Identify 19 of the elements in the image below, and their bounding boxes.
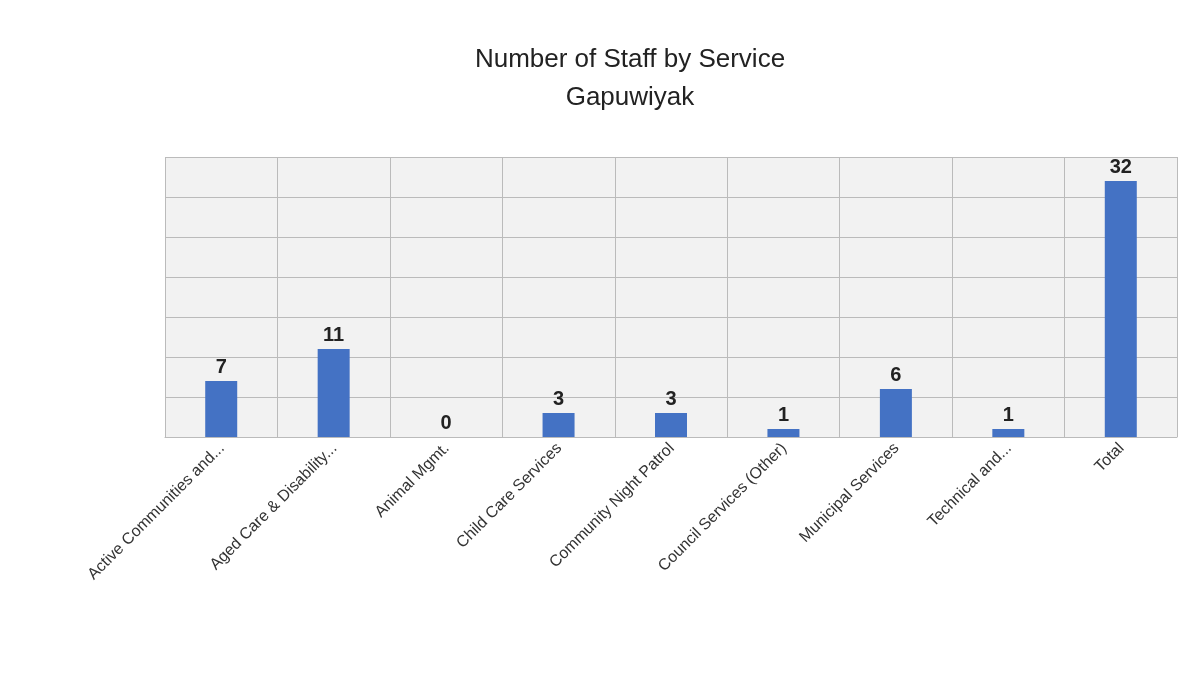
bar: [879, 389, 912, 437]
bar: [542, 413, 575, 437]
bar: [1104, 181, 1137, 437]
data-label: 3: [552, 387, 565, 409]
bar: [655, 413, 687, 437]
data-label: 7: [215, 355, 227, 377]
data-label: 11: [323, 323, 345, 345]
data-label: 3: [665, 387, 677, 409]
bar: [992, 429, 1025, 437]
chart-subtitle: Gapuwiyak: [565, 81, 696, 111]
data-label: 6: [890, 363, 902, 385]
bar: [317, 349, 350, 437]
chart-title: Number of Staff by Service: [474, 43, 786, 73]
data-label: 1: [1002, 403, 1014, 425]
data-label: 0: [440, 411, 452, 433]
data-label: 32: [1109, 155, 1132, 177]
bar: [205, 381, 238, 437]
bar: [767, 429, 800, 437]
data-label: 1: [777, 403, 790, 425]
